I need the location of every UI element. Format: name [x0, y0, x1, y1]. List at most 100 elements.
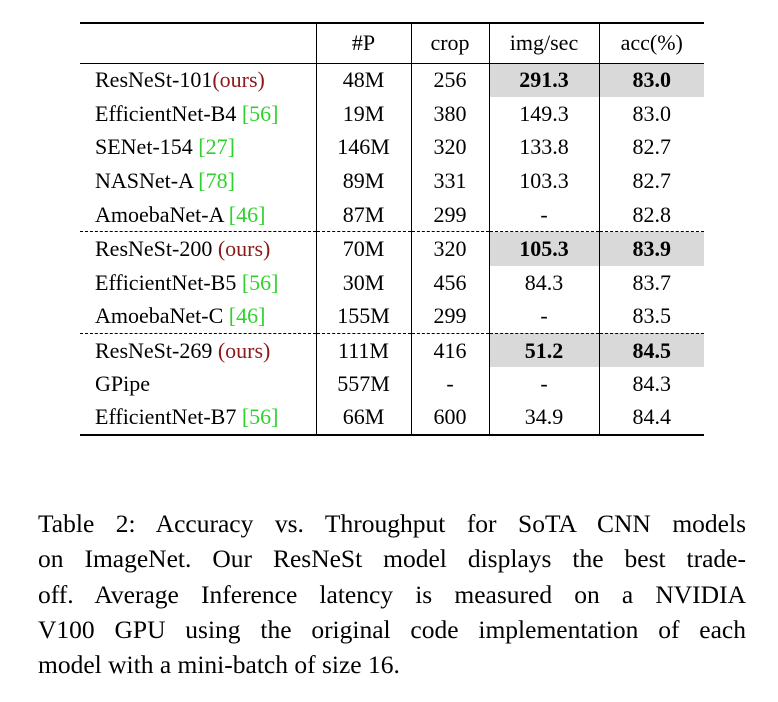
cell-acc: 82.8	[632, 201, 672, 227]
cell-img-sec: 149.3	[489, 96, 600, 131]
model-name: EfficientNet-B4	[95, 100, 237, 126]
table-row: NASNet-A [78] 89M 331 103.3 82.7	[80, 164, 704, 199]
citation-link[interactable]: [78]	[198, 168, 235, 194]
results-table: #P crop img/sec acc(%) ResNeSt-101(ours)…	[80, 22, 704, 436]
cell-acc: 84.4	[632, 404, 672, 430]
cell-img-sec: 103.3	[489, 164, 600, 199]
results-table-container: #P crop img/sec acc(%) ResNeSt-101(ours)…	[80, 22, 704, 436]
ours-tag: (ours)	[217, 236, 271, 262]
model-name: ResNeSt-200	[95, 236, 213, 262]
cell-crop: 600	[411, 400, 490, 435]
cell-acc: 83.9	[599, 231, 704, 266]
cell-img-sec: 133.8	[489, 130, 600, 165]
table-row: AmoebaNet-C [46] 155M 299-83.5	[80, 299, 704, 334]
model-name: EfficientNet-B5	[95, 269, 237, 295]
cell-model: NASNet-A [78]	[80, 164, 317, 199]
cell-params: 19M	[316, 96, 412, 131]
cell-params: 87M	[316, 198, 412, 232]
citation-link[interactable]: [46]	[228, 201, 266, 227]
model-name: AmoebaNet-C	[95, 303, 224, 329]
citation-link[interactable]: [56]	[241, 100, 279, 126]
table-row: ResNeSt-269 (ours) 111M 416 51.2 84.5	[80, 332, 704, 368]
table-row: ResNeSt-101(ours) 48M 256 291.3 83.0	[80, 63, 704, 97]
cell-img-sec: -	[489, 299, 600, 334]
header-img-sec: img/sec	[489, 23, 600, 63]
model-name: GPipe	[95, 371, 150, 397]
header-crop: crop	[411, 23, 490, 63]
ours-tag: (ours)	[217, 337, 271, 363]
cell-acc: 82.7	[632, 134, 672, 160]
table-row: AmoebaNet-A [46] 87M 299- 82.8	[80, 198, 704, 232]
caption-line: off. Average Inference latency is measur…	[38, 579, 746, 609]
cell-crop: 416	[411, 332, 490, 368]
cell-acc: 83.0	[599, 63, 704, 97]
cell-acc: 82.7	[632, 168, 672, 194]
model-name: ResNeSt-269	[95, 337, 213, 363]
table-row: EfficientNet-B5 [56] 30M 456 84.3 83.7	[80, 265, 704, 300]
cell-acc: 83.0	[632, 100, 672, 126]
cell-crop: 299	[411, 299, 490, 334]
cell-params: 70M	[316, 231, 412, 266]
ours-tag: (ours)	[212, 67, 265, 93]
cell-model: SENet-154 [27]	[80, 130, 317, 165]
cell-model: ResNeSt-200 (ours)	[80, 231, 317, 266]
cell-model: AmoebaNet-C [46]	[80, 299, 317, 334]
cell-crop: 380	[411, 96, 490, 131]
caption-line: V100 GPU using the original code impleme…	[38, 614, 746, 644]
cell-params: 48M	[316, 63, 412, 97]
cell-model: AmoebaNet-A [46]	[80, 198, 317, 232]
cell-params: 89M	[316, 164, 412, 199]
cell-img-sec: -	[489, 367, 600, 401]
table-body: ResNeSt-101(ours) 48M 256 291.3 83.0 Efficien…	[80, 63, 704, 435]
model-name: EfficientNet-B7	[95, 404, 237, 430]
model-name: ResNeSt-101	[95, 67, 213, 93]
cell-model: EfficientNet-B4 [56]	[80, 96, 317, 131]
cell-params: 557M	[316, 367, 412, 401]
caption-line: model with a mini-batch of size 16.	[38, 650, 400, 680]
cell-model: EfficientNet-B5 [56]	[80, 265, 317, 300]
cell-acc: 83.7	[632, 269, 672, 295]
cell-img-sec: 34.9	[489, 400, 600, 435]
table-row: EfficientNet-B7 [56] 66M 600 34.9 84.4	[80, 400, 704, 435]
cell-img-sec: 84.3	[489, 265, 600, 300]
citation-link[interactable]: [56]	[241, 404, 279, 430]
citation-link[interactable]: [27]	[198, 134, 235, 160]
cell-img-sec: 291.3	[489, 63, 600, 97]
cell-crop: 320	[411, 130, 490, 165]
cell-crop: 331	[411, 164, 490, 199]
cell-crop: -	[411, 367, 490, 401]
cell-img-sec: -	[489, 198, 600, 232]
citation-link[interactable]: [46]	[228, 303, 266, 329]
cell-crop: 299	[411, 198, 490, 232]
cell-params: 146M	[316, 130, 412, 165]
citation-link[interactable]: [56]	[241, 269, 279, 295]
model-name: SENet-154	[95, 134, 193, 160]
table-header: #P crop img/sec acc(%)	[80, 23, 704, 63]
cell-params: 155M	[316, 299, 412, 334]
cell-crop: 320	[411, 231, 490, 266]
cell-model: GPipe	[80, 367, 317, 401]
cell-params: 66M	[316, 400, 412, 435]
cell-acc: 84.3	[632, 371, 672, 397]
caption-line: on ImageNet. Our ResNeSt model displays …	[38, 544, 746, 574]
cell-model: ResNeSt-269 (ours)	[80, 332, 317, 368]
cell-img-sec: 105.3	[489, 231, 600, 266]
cell-acc: 83.5	[632, 303, 672, 329]
cell-acc: 84.5	[599, 332, 704, 368]
table-row: ResNeSt-200 (ours) 70M 320 105.3 83.9	[80, 231, 704, 266]
table-row: SENet-154 [27] 146M 320 133.8 82.7	[80, 130, 704, 165]
cell-crop: 456	[411, 265, 490, 300]
caption-line: Table 2: Accuracy vs. Throughput for SoT…	[38, 509, 746, 538]
cell-img-sec: 51.2	[489, 332, 600, 368]
cell-crop: 256	[411, 63, 490, 97]
header-acc: acc(%)	[620, 30, 683, 56]
table-row: GPipe 557M - -84.3	[80, 367, 704, 401]
cell-model: ResNeSt-101(ours)	[80, 63, 317, 97]
model-name: NASNet-A	[95, 168, 193, 194]
header-model	[80, 23, 317, 63]
cell-params: 30M	[316, 265, 412, 300]
table-caption: Table 2: Accuracy vs. Throughput for SoT…	[38, 506, 746, 682]
header-params: #P	[316, 23, 412, 63]
table-row: EfficientNet-B4 [56] 19M 380 149.3 83.0	[80, 96, 704, 131]
cell-params: 111M	[316, 332, 412, 368]
